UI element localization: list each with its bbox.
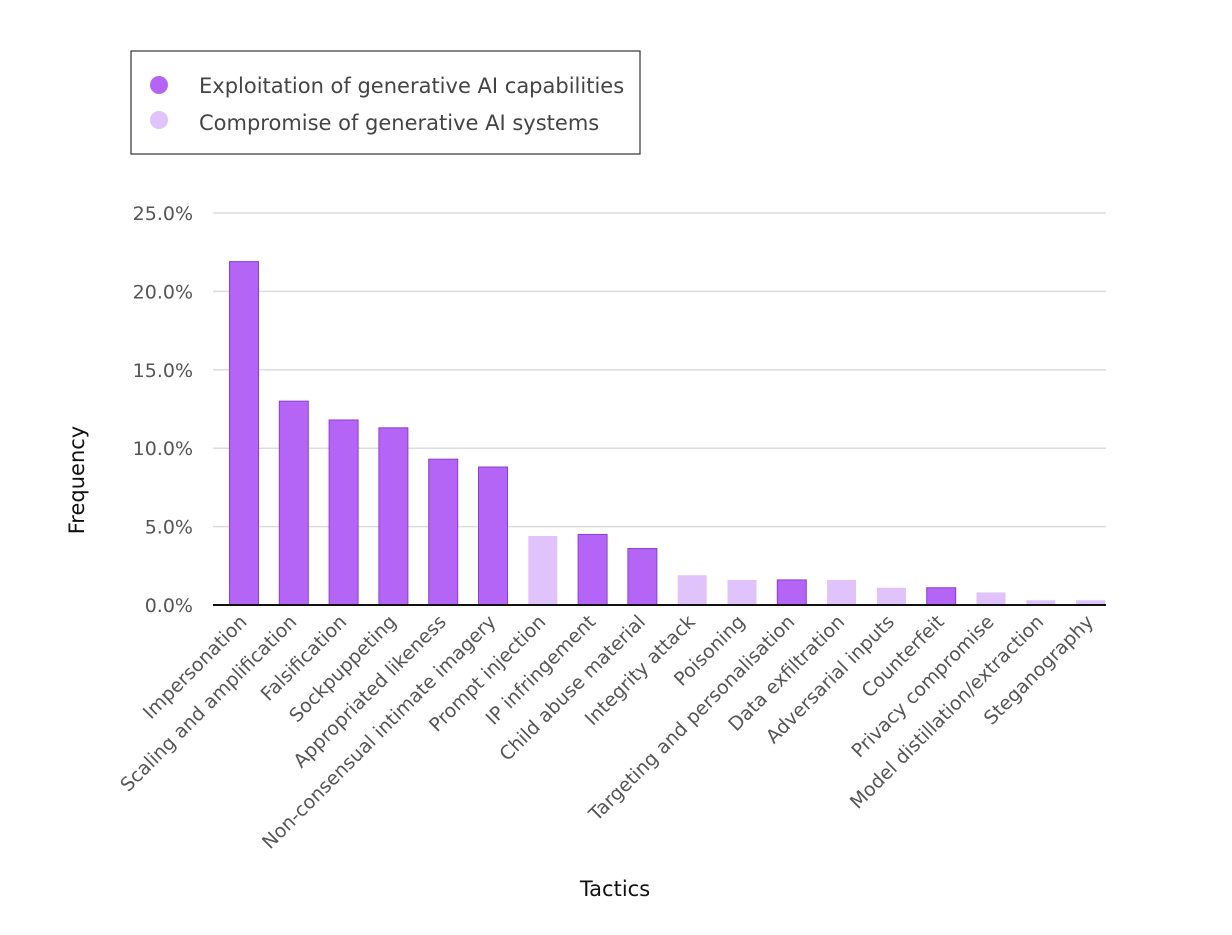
legend-label-exploitation: Exploitation of generative AI capabiliti…	[199, 74, 624, 98]
bar	[278, 400, 309, 606]
legend-marker-compromise	[150, 111, 168, 129]
bar	[378, 427, 409, 606]
bar	[776, 579, 807, 606]
legend-label-compromise: Compromise of generative AI systems	[199, 111, 599, 135]
y-tick-label: 5.0%	[145, 517, 193, 539]
y-tick-label: 20.0%	[133, 281, 193, 303]
legend: Exploitation of generative AI capabiliti…	[130, 50, 641, 155]
y-tick-label: 25.0%	[133, 203, 193, 225]
gridlines	[213, 212, 1106, 528]
legend-box	[130, 50, 641, 155]
legend-marker-exploitation	[150, 76, 168, 94]
y-tick-label: 0.0%	[145, 595, 193, 617]
y-tick-label: 15.0%	[133, 360, 193, 382]
bar	[627, 548, 658, 606]
bar	[528, 536, 558, 605]
bar	[827, 579, 857, 605]
bar	[727, 579, 757, 605]
bar	[1026, 600, 1056, 605]
bar	[478, 466, 508, 606]
bar	[1076, 600, 1106, 605]
y-axis-label: Frequency	[65, 426, 89, 535]
bar	[926, 587, 957, 606]
bar	[328, 419, 359, 606]
bar	[428, 458, 459, 606]
y-axis-ticks: 0.0% 5.0% 10.0% 15.0% 20.0% 25.0%	[133, 203, 193, 617]
bar	[976, 592, 1006, 605]
bar	[229, 261, 259, 606]
y-tick-label: 10.0%	[133, 438, 193, 460]
bar	[677, 575, 707, 605]
bar	[876, 587, 906, 605]
bar	[577, 533, 608, 606]
bars	[229, 261, 1106, 606]
x-axis-label: Tactics	[579, 877, 650, 901]
